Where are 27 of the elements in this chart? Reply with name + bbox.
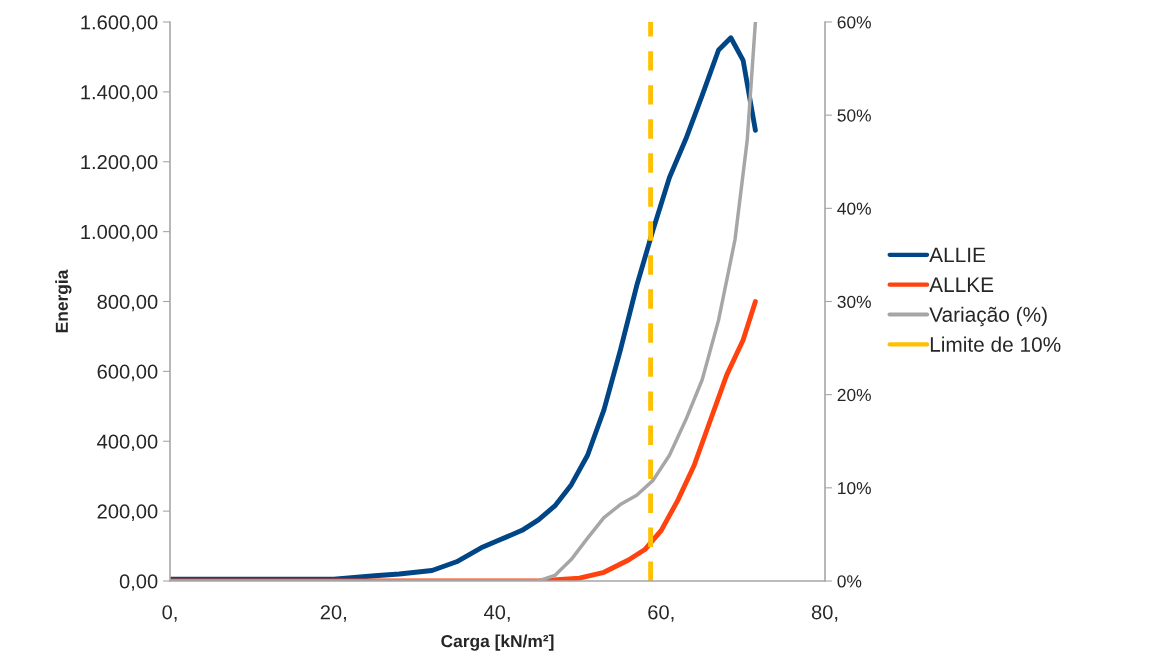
x-tick-label: 20,	[320, 605, 346, 622]
y-tick-label: 200,00	[97, 504, 158, 521]
x-tick-label: 80,	[811, 605, 838, 622]
y-tick-label: 1.600,00	[81, 15, 158, 32]
y-tick-label: 0,00	[119, 574, 158, 591]
y-tick-label: 1.400,00	[81, 85, 158, 102]
x-axis-title: Carga [kN/m²]	[441, 634, 554, 651]
y-axis-title: Energia	[55, 269, 72, 333]
y2-tick-label: 50%	[837, 109, 871, 122]
y-tick-label: 400,00	[97, 434, 158, 452]
legend-label: ALLKE	[929, 277, 994, 292]
y-tick-label: 800,00	[97, 294, 158, 312]
legend-label: ALLIE	[929, 247, 986, 263]
y2-tick-label: 30%	[837, 295, 871, 308]
y-tick-label: 1.200,00	[81, 154, 158, 172]
y2-tick-label: 20%	[837, 388, 871, 402]
y2-tick-label: 60%	[837, 16, 871, 29]
legend-label: Variação (%)	[929, 306, 1047, 327]
x-tick-label: 60,	[648, 605, 674, 622]
y2-tick-label: 40%	[837, 202, 871, 215]
y-tick-label: 1.000,00	[81, 224, 158, 242]
y2-tick-label: 0%	[837, 575, 862, 588]
x-tick-label: 40,	[483, 605, 510, 622]
y2-tick-label: 10%	[838, 482, 871, 495]
x-tick-label: 0,	[162, 605, 177, 622]
y-tick-label: 600,00	[97, 364, 158, 382]
legend-label: Limite de 10%	[930, 336, 1061, 352]
